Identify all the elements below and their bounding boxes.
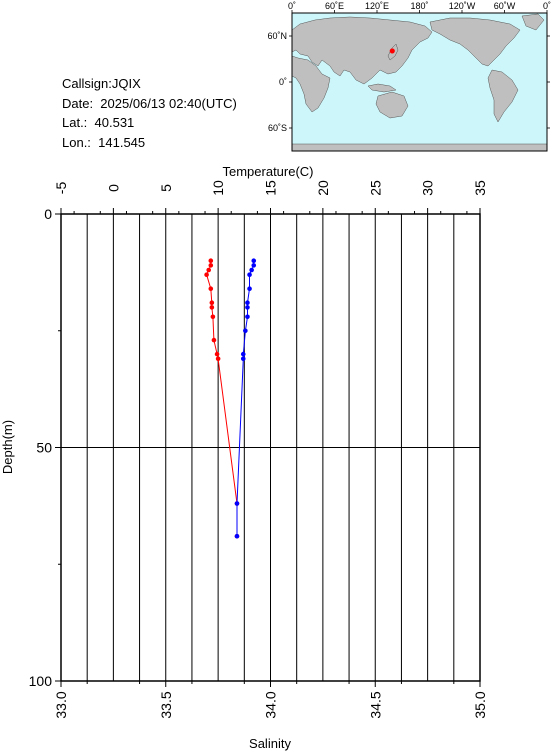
temperature-tick-label: 5 — [158, 184, 174, 192]
temperature-tick-label: 20 — [315, 180, 331, 196]
salinity-data-point — [240, 356, 246, 362]
temperature-tick-label: -5 — [53, 182, 69, 195]
map-lon-label: 120˚W — [449, 1, 476, 11]
callsign-label: Callsign:JQIX — [62, 76, 141, 91]
temperature-data-point — [209, 300, 215, 306]
salinity-data-point — [240, 351, 246, 357]
map-labels: 0˚ 60˚E 120˚E 180˚ 120˚W 60˚W 0˚ 60˚N 0˚ 60˚S — [267, 1, 551, 133]
temperature-data-point — [209, 305, 215, 310]
depth-tick-label: 0 — [44, 206, 52, 222]
temperature-axis-title: Temperature(C) — [222, 164, 313, 179]
chart-grid — [61, 214, 480, 681]
temperature-tick-label: 10 — [210, 180, 226, 196]
salinity-data-point — [234, 501, 240, 506]
date-label: Date: 2025/06/13 02:40(UTC) — [62, 95, 237, 111]
salinity-data-point — [234, 533, 240, 539]
salinity-tick-label: 34.5 — [367, 691, 383, 718]
temperature-data-point — [206, 267, 211, 273]
salinity-tick-label: 34.0 — [263, 691, 279, 718]
depth-axis-title: Depth(m) — [0, 420, 15, 474]
salinity-data-point — [243, 328, 248, 334]
map-lon-label: 120˚E — [365, 1, 389, 11]
temperature-tick-label: 15 — [263, 180, 279, 196]
temperature-data-point — [208, 263, 214, 268]
map-lon-label: 180˚ — [410, 1, 428, 11]
salinity-data-point — [247, 272, 252, 278]
salinity-data-point — [245, 314, 250, 320]
salinity-tick-label: 33.0 — [53, 691, 69, 718]
longitude-label: Lon.: 141.545 — [62, 134, 146, 150]
map-ticks — [289, 10, 550, 129]
salinity-data-point — [247, 286, 252, 292]
salinity-axis-title: Salinity — [249, 736, 291, 751]
temperature-data-point — [204, 272, 209, 278]
salinity-tick-label: 33.5 — [158, 691, 174, 718]
temperature-data-point — [214, 351, 220, 357]
depth-tick-label: 50 — [36, 440, 52, 456]
series-layer — [204, 258, 257, 539]
temperature-tick-label: 0 — [105, 184, 121, 192]
temperature-data-point — [208, 286, 214, 292]
salinity-data-point — [251, 258, 257, 264]
map-lon-label: 0˚ — [288, 1, 296, 11]
temperature-data-point — [211, 337, 217, 343]
map-lat-label: 60˚N — [267, 31, 287, 41]
temperature-tick-label: 30 — [420, 180, 436, 196]
latitude-label: Lat.: 40.531 — [62, 115, 135, 130]
salinity-data-point — [245, 305, 250, 310]
map-lon-label: 60˚W — [494, 1, 516, 11]
salinity-data-point — [249, 267, 254, 273]
temperature-tick-label: 25 — [367, 180, 383, 196]
map-lon-label: 60˚E — [325, 1, 344, 11]
map-lat-label: 0˚ — [279, 77, 287, 87]
temperature-data-point — [215, 356, 221, 362]
temperature-data-point — [208, 258, 214, 264]
temperature-data-point — [210, 314, 216, 320]
salinity-tick-label: 35.0 — [472, 691, 488, 718]
station-info: Callsign:JQIX Date: 2025/06/13 02:40(UTC… — [62, 74, 237, 152]
temperature-tick-label: 35 — [472, 180, 488, 196]
depth-tick-label: 100 — [29, 673, 53, 689]
map-lon-label: 0˚ — [543, 1, 551, 11]
station-marker — [389, 48, 395, 54]
map-lat-label: 60˚S — [268, 123, 287, 133]
salinity-data-point — [245, 300, 250, 306]
salinity-data-point — [251, 263, 257, 268]
